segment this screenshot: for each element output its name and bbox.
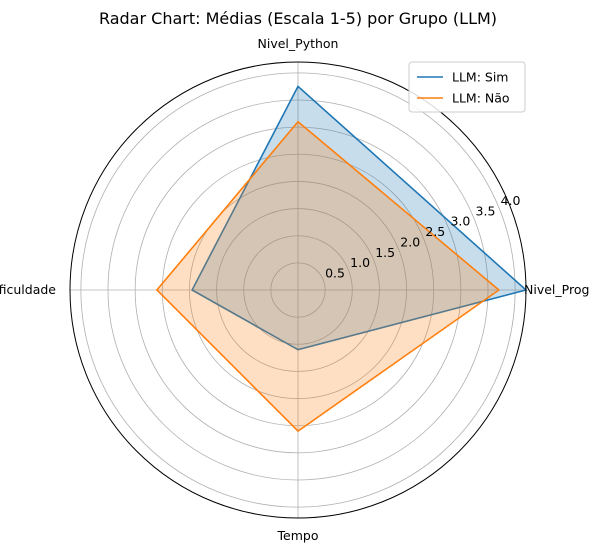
r-tick-label: 2.5 [425, 224, 445, 239]
r-tick-label: 1.5 [375, 245, 395, 260]
legend-box [408, 61, 526, 113]
axis-label-nivel_prog: Nivel_Prog [524, 282, 589, 297]
legend: LLM: Sim LLM: Não [408, 61, 526, 113]
series-line-0 [191, 85, 528, 351]
axis-label-nivel_python: Nivel_Python [258, 36, 339, 51]
legend-label-0: LLM: Sim [452, 70, 508, 85]
radial-grid [69, 61, 527, 519]
series-fill-0 [192, 86, 526, 350]
r-tick-label: 3.5 [476, 203, 496, 218]
series-fill-1 [156, 121, 499, 432]
series-layer [155, 85, 528, 433]
axis-label-dificuldade: Dificuldade [0, 282, 56, 297]
r-tick-label: 2.0 [400, 234, 420, 249]
r-tick-label: 1.0 [350, 255, 370, 270]
r-tick-label: 4.0 [501, 193, 521, 208]
label-layer: 0.5 1.0 1.5 2.0 2.5 3.0 3.5 4.0 Nivel_Prog Nivel_… [0, 36, 589, 543]
chart-title: Radar Chart: Médias (Escala 1-5) por Gru… [99, 9, 497, 28]
legend-label-1: LLM: Não [452, 91, 510, 106]
axis-label-tempo: Tempo [277, 528, 319, 543]
r-tick-label: 0.5 [325, 266, 345, 281]
series-line-1 [155, 120, 501, 433]
r-tick-label: 3.0 [450, 214, 470, 229]
